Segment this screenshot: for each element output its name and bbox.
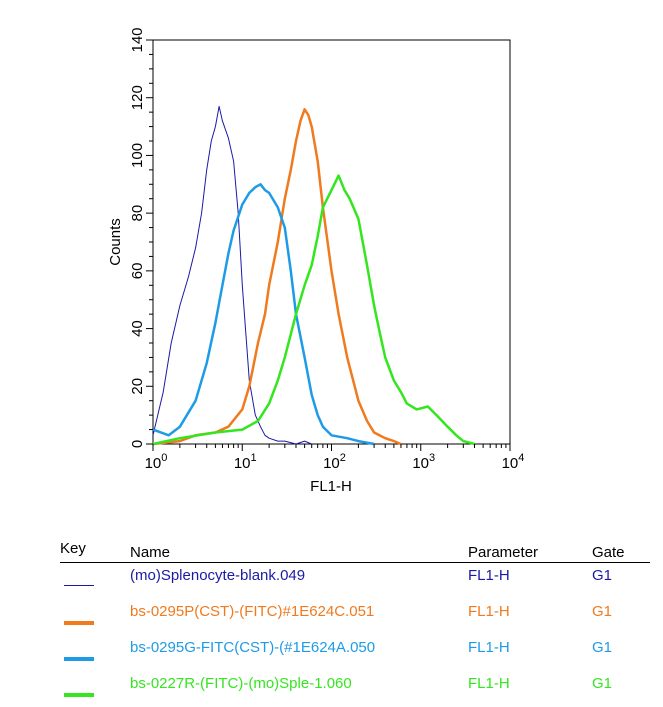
y-axis: 0 20 40 60 80 100 120 140 (129, 27, 153, 448)
series-line (152, 108, 402, 446)
legend-series-gate: G1 (592, 603, 613, 620)
legend-series-parameter: FL1-H (468, 639, 510, 656)
x-tick-label: 101 (234, 452, 257, 472)
series-layer (152, 105, 475, 446)
y-tick-label: 100 (129, 143, 146, 168)
y-axis-label: Counts (107, 218, 124, 266)
legend-row: (mo)Splenocyte-blank.049 FL1-H G1 (60, 563, 650, 599)
y-tick-label: 0 (129, 440, 146, 448)
legend-series-parameter: FL1-H (468, 675, 510, 692)
legend-series-gate: G1 (592, 675, 613, 692)
legend-key-line (64, 657, 94, 661)
plot-frame (152, 39, 511, 445)
legend-row: bs-0227R-(FITC)-(mo)Sple-1.060 FL1-H G1 (60, 671, 650, 707)
legend-header-gate: Gate (592, 544, 625, 561)
y-tick-label: 80 (129, 205, 146, 222)
histogram-chart: 0 20 40 60 80 100 120 140 100 101 102 103 104 Count… (107, 27, 525, 495)
legend-header: Key Name Parameter Gate (60, 540, 650, 563)
legend-series-name: bs-0295P(CST)-(FITC)#1E624C.051 (130, 603, 375, 620)
y-tick-label: 120 (129, 85, 146, 110)
legend-series-name: (mo)Splenocyte-blank.049 (130, 567, 306, 584)
series-line (152, 105, 312, 445)
y-tick-label: 20 (129, 378, 146, 395)
x-tick-label: 102 (323, 452, 346, 472)
series-line (152, 183, 375, 446)
legend-series-parameter: FL1-H (468, 603, 510, 620)
legend-key-line (64, 585, 94, 586)
legend-series-gate: G1 (592, 639, 613, 656)
legend-header-name: Name (130, 544, 171, 561)
x-axis-label: FL1-H (310, 478, 352, 495)
legend-series-gate: G1 (592, 567, 613, 584)
legend-row: bs-0295P(CST)-(FITC)#1E624C.051 FL1-H G1 (60, 599, 650, 635)
legend-row: bs-0295G-FITC(CST)-(#1E624A.050 FL1-H G1 (60, 635, 650, 671)
x-axis: 100 101 102 103 104 (145, 444, 525, 472)
legend-header-parameter: Parameter (468, 544, 539, 561)
x-tick-label: 103 (412, 452, 435, 472)
legend-series-name: bs-0295G-FITC(CST)-(#1E624A.050 (130, 639, 376, 656)
legend-header-key: Key (60, 540, 86, 557)
legend-table: Key Name Parameter Gate (mo)Splenocyte-b… (60, 540, 650, 707)
y-tick-label: 60 (129, 263, 146, 280)
legend-key-line (64, 693, 94, 697)
legend-series-parameter: FL1-H (468, 567, 510, 584)
legend-series-name: bs-0227R-(FITC)-(mo)Sple-1.060 (130, 675, 352, 692)
y-tick-label: 140 (129, 27, 146, 52)
y-tick-label: 40 (129, 320, 146, 337)
legend-key-line (64, 621, 94, 625)
x-tick-label: 100 (145, 452, 168, 472)
series-line (152, 174, 475, 446)
x-tick-label: 104 (502, 452, 525, 472)
